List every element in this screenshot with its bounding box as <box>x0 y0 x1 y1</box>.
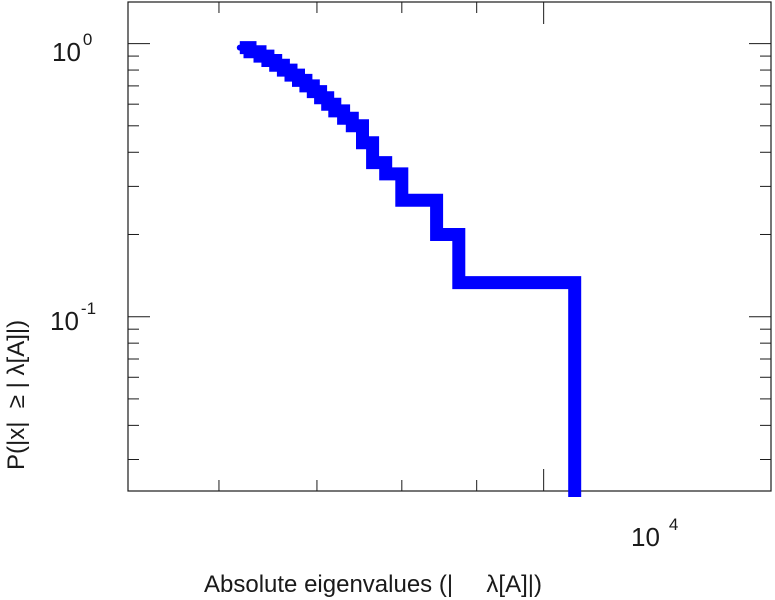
series-line <box>239 41 582 497</box>
y-tick-exp: 0 <box>83 30 92 49</box>
data-point <box>340 115 347 122</box>
data-point <box>369 159 376 166</box>
x-axis-label: Absolute eigenvalues (| λ[A]|) <box>204 571 542 598</box>
y-tick-label-bottom: 10 -1 <box>50 299 96 336</box>
data-point <box>331 107 338 114</box>
axis-ticks <box>128 2 771 491</box>
data-point <box>455 279 462 286</box>
data-point <box>398 197 405 204</box>
data-point <box>264 57 271 64</box>
x-tick-exp: 4 <box>669 515 678 534</box>
data-point <box>247 48 253 55</box>
y-tick-label-top: 10 0 <box>52 30 92 67</box>
y-axis-label: P(|x| ≥ | λ[A]|) <box>3 320 30 470</box>
data-point <box>433 231 440 238</box>
plot-frame <box>127 1 772 492</box>
data-point <box>359 139 366 146</box>
data-point <box>295 77 302 84</box>
data-point <box>571 444 578 451</box>
y-tick-base: 10 <box>50 306 79 336</box>
y-tick-exp: -1 <box>81 299 96 318</box>
x-tick-base: 10 <box>631 522 660 552</box>
data-point <box>272 62 279 69</box>
data-point <box>571 361 578 368</box>
x-tick-label: 10 4 <box>631 515 678 552</box>
data-point <box>257 53 263 60</box>
data-point <box>382 170 389 177</box>
data-point <box>324 101 331 108</box>
data-point <box>302 82 309 89</box>
data-point <box>310 88 317 95</box>
data-point <box>236 44 243 51</box>
data-point <box>317 94 324 101</box>
data-points <box>236 44 578 451</box>
y-tick-base: 10 <box>52 37 81 67</box>
data-point <box>280 67 287 74</box>
data-point <box>288 72 294 79</box>
data-point <box>349 122 356 129</box>
